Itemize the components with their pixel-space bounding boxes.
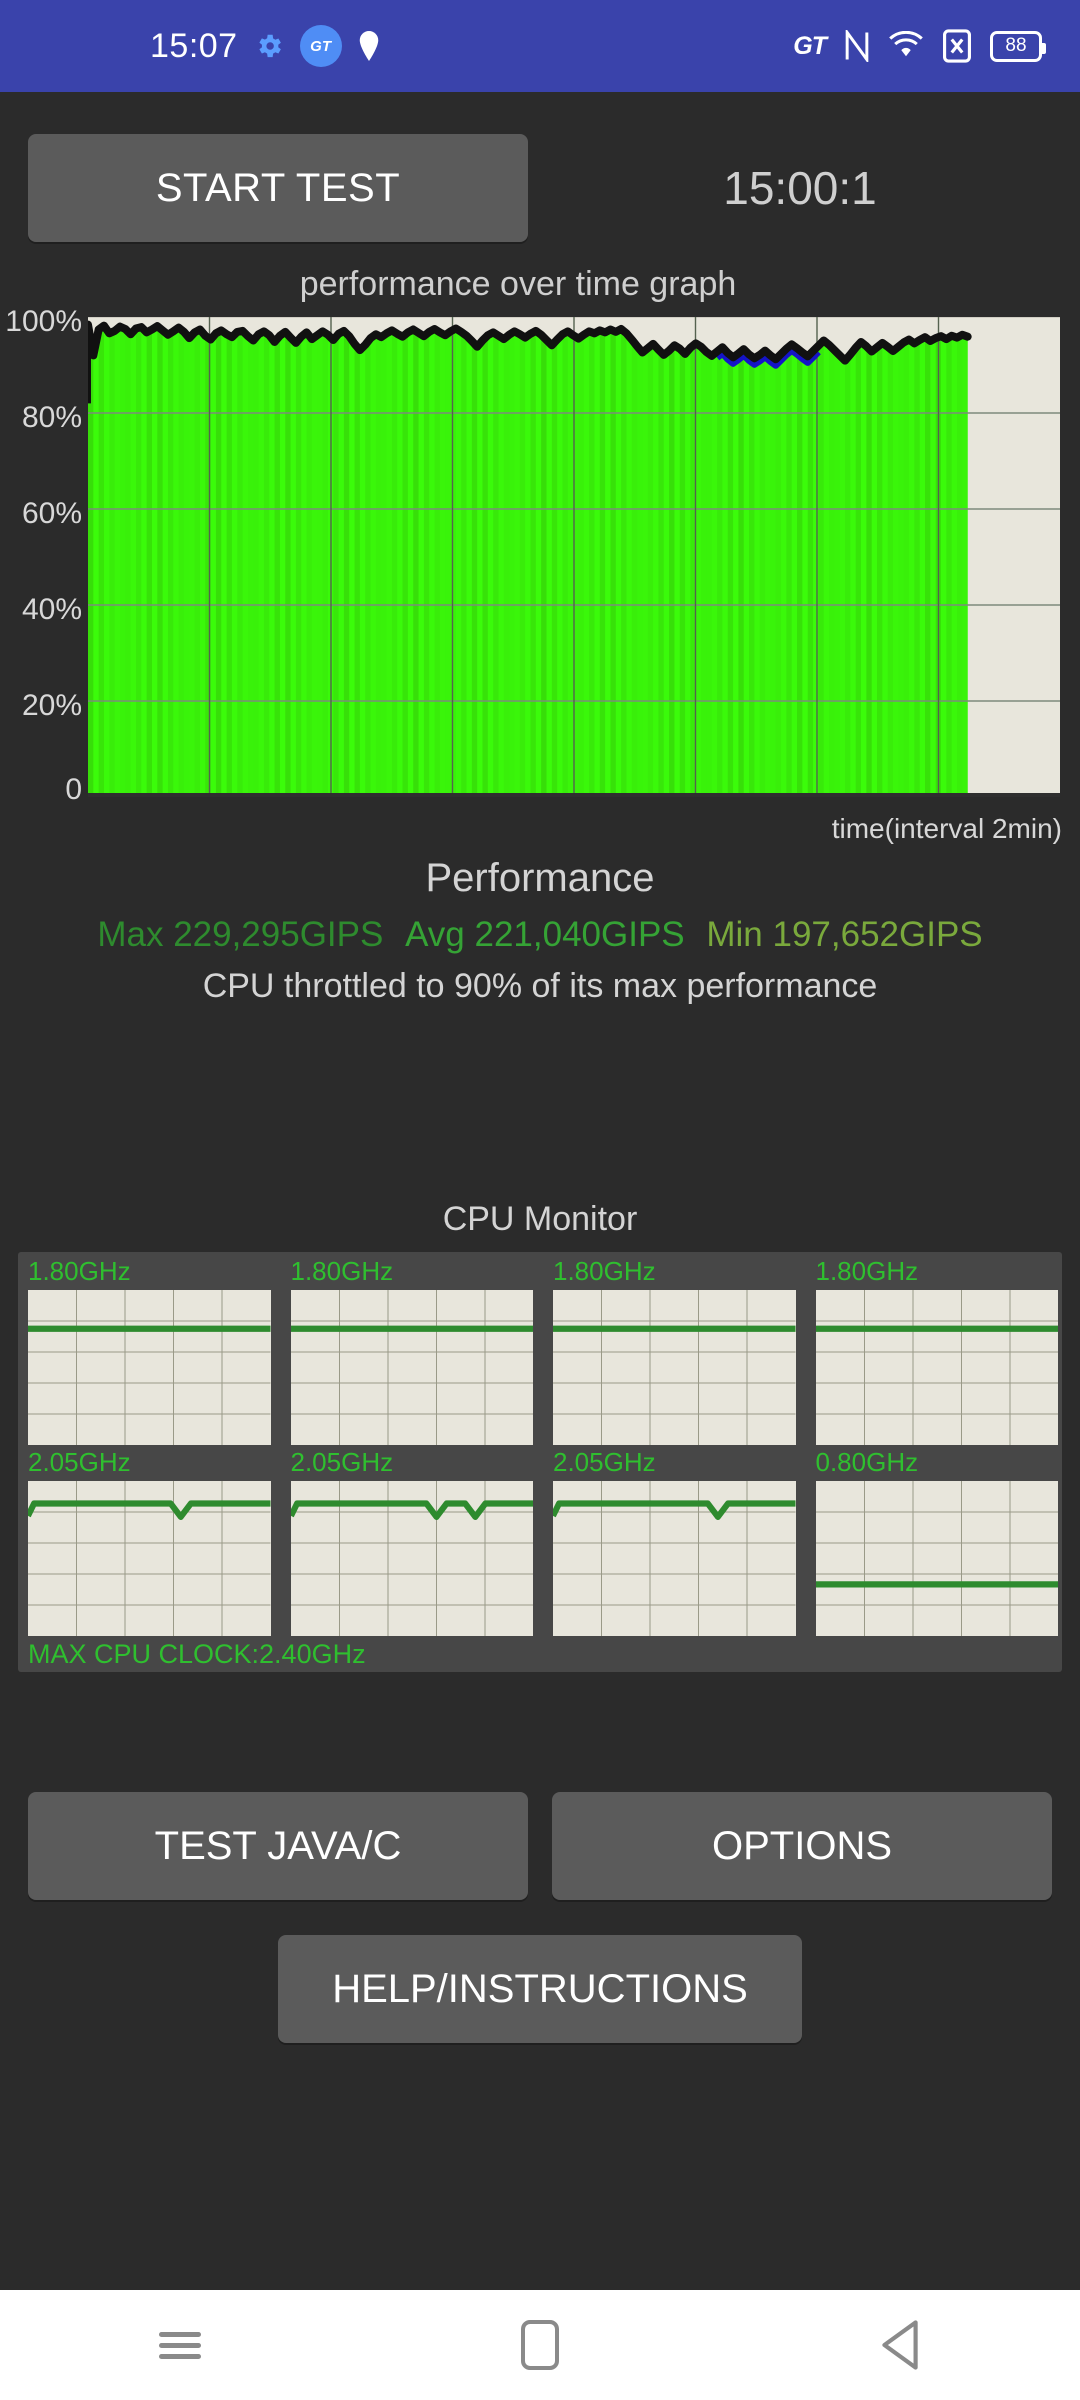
system-nav-bar (0, 2290, 1080, 2400)
status-bar-right: GT 88 (793, 27, 1046, 65)
cpu-core-5-frequency: 2.05GHz (290, 1447, 394, 1477)
home-button[interactable] (450, 2290, 630, 2400)
performance-avg: Avg 221,040GIPS (405, 915, 685, 954)
battery-level: 88 (1005, 35, 1027, 56)
no-sim-icon (942, 29, 972, 63)
timer-display: 15:00:1 (723, 162, 877, 214)
location-pin-icon (358, 31, 380, 61)
cpu-core-2-frequency: 1.80GHz (553, 1256, 656, 1286)
performance-stats-row: Max 229,295GIPS Avg 221,040GIPS Min 197,… (0, 915, 1080, 955)
battery-icon: 88 (990, 30, 1046, 62)
gt-text-icon: GT (793, 31, 827, 60)
gt-badge-icon: GT (299, 25, 342, 67)
cpu-core-4-graph (28, 1481, 271, 1636)
recent-apps-button[interactable] (90, 2290, 270, 2400)
y-tick-20: 20% (21, 689, 82, 722)
cpu-core-5-graph (290, 1481, 533, 1636)
cpu-core-2-graph (553, 1290, 796, 1445)
cpu-core-3: 1.80GHz (810, 1256, 1058, 1447)
home-icon (521, 2320, 559, 2370)
cpu-core-7-graph (815, 1481, 1058, 1636)
cpu-core-0-frequency: 1.80GHz (28, 1256, 131, 1286)
test-java-c-button[interactable]: TEST JAVA/C (28, 1792, 528, 1900)
wifi-icon (888, 30, 924, 61)
performance-graph: performance over time graph 100% 80% 60%… (0, 265, 1080, 855)
cpu-core-6-frequency: 2.05GHz (553, 1447, 656, 1477)
cpu-core-6: 2.05GHz (547, 1447, 796, 1638)
status-bar-left: 15:07 GT (150, 25, 380, 67)
status-bar: 15:07 GT GT (0, 0, 1080, 92)
cpu-core-2: 1.80GHz (547, 1256, 796, 1447)
graph-title: performance over time graph (299, 265, 737, 303)
performance-min: Min 197,652GIPS (706, 915, 983, 954)
y-tick-80: 80% (21, 401, 82, 434)
recent-apps-icon (159, 2326, 201, 2365)
cpu-core-6-graph (553, 1481, 796, 1636)
nfc-icon (844, 27, 870, 65)
cpu-monitor-panel: 1.80GHz 1.80GHz 1.80GHz 1.80GHz 2.05GHz 2.05G… (18, 1252, 1062, 1672)
cpu-core-0: 1.80GHz (22, 1256, 271, 1447)
cpu-core-1-graph (290, 1290, 533, 1445)
performance-max: Max 229,295GIPS (97, 915, 384, 954)
y-tick-40: 40% (21, 593, 82, 626)
cpu-core-7-frequency: 0.80GHz (815, 1447, 919, 1477)
status-clock: 15:07 (150, 26, 238, 65)
y-tick-60: 60% (21, 497, 82, 530)
cpu-core-3-frequency: 1.80GHz (815, 1256, 919, 1286)
cpu-core-3-graph (815, 1290, 1058, 1445)
cpu-core-7: 0.80GHz (810, 1447, 1058, 1638)
gear-icon (254, 31, 284, 61)
max-cpu-clock-label: MAX CPU CLOCK:2.40GHz (28, 1639, 366, 1669)
back-button[interactable] (810, 2290, 990, 2400)
cpu-monitor-title: CPU Monitor (442, 1200, 638, 1238)
back-icon (882, 2320, 918, 2370)
top-controls: START TEST 15:00:1 (0, 92, 1080, 242)
cpu-core-5: 2.05GHz (285, 1447, 533, 1638)
performance-summary: Performance Max 229,295GIPS Avg 221,040G… (0, 856, 1080, 1006)
graph-x-label: time(interval 2min) (831, 813, 1062, 844)
help-instructions-button[interactable]: HELP/INSTRUCTIONS (278, 1935, 802, 2043)
cpu-core-0-graph (28, 1290, 271, 1445)
cpu-core-4-frequency: 2.05GHz (28, 1447, 131, 1477)
y-tick-100: 100% (5, 305, 82, 338)
throttle-note: CPU throttled to 90% of its max performa… (202, 967, 878, 1005)
options-button[interactable]: OPTIONS (552, 1792, 1052, 1900)
y-tick-0: 0 (65, 773, 82, 806)
performance-title: Performance (425, 856, 655, 900)
start-test-button[interactable]: START TEST (28, 134, 528, 242)
cpu-core-1: 1.80GHz (285, 1256, 533, 1447)
graph-plot-area (88, 317, 1060, 797)
cpu-core-1-frequency: 1.80GHz (290, 1256, 394, 1286)
cpu-core-4: 2.05GHz (22, 1447, 271, 1638)
cpu-core-grid: 1.80GHz 1.80GHz 1.80GHz 1.80GHz 2.05GHz 2.05G… (22, 1252, 1058, 1638)
